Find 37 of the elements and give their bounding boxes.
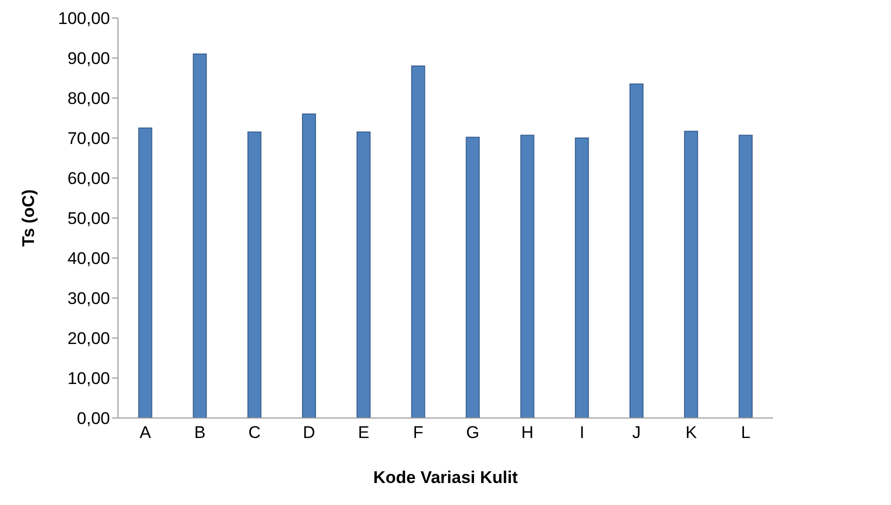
x-tick-label: K — [685, 423, 698, 442]
bar — [411, 66, 426, 418]
bar — [302, 114, 316, 418]
x-tick-label: B — [194, 423, 206, 442]
y-tick-label: 0,00 — [76, 409, 110, 428]
x-tick-label: C — [248, 423, 261, 442]
y-tick-label: 40,00 — [67, 249, 110, 268]
bar — [520, 134, 534, 418]
y-tick-label: 70,00 — [67, 129, 110, 148]
bar — [684, 130, 698, 418]
y-axis-title: Ts (oC) — [19, 189, 38, 247]
y-tick-label: 30,00 — [67, 289, 110, 308]
x-tick-label: A — [140, 423, 152, 442]
y-tick-label: 50,00 — [67, 209, 110, 228]
bar — [247, 132, 262, 418]
bar — [629, 84, 644, 418]
y-tick-label: 20,00 — [67, 329, 110, 348]
bar — [356, 132, 371, 418]
y-tick-label: 90,00 — [67, 49, 110, 68]
y-tick-label: 100,00 — [58, 9, 110, 28]
y-tick-label: 60,00 — [67, 169, 110, 188]
y-tick-label: 10,00 — [67, 369, 110, 388]
x-tick-label: F — [413, 423, 424, 442]
bar — [192, 54, 207, 418]
x-tick-label: J — [632, 423, 641, 442]
bar — [138, 128, 152, 418]
x-tick-label: D — [302, 423, 316, 442]
x-axis-title: Kode Variasi Kulit — [373, 468, 518, 487]
x-tick-label: H — [521, 423, 534, 442]
y-tick-label: 80,00 — [67, 89, 110, 108]
bar — [574, 138, 589, 418]
x-tick-label: I — [580, 423, 584, 442]
bar — [466, 136, 480, 418]
x-tick-label: E — [358, 423, 370, 442]
x-tick-label: L — [740, 423, 750, 442]
bar — [738, 134, 753, 418]
x-tick-label: G — [466, 423, 480, 442]
